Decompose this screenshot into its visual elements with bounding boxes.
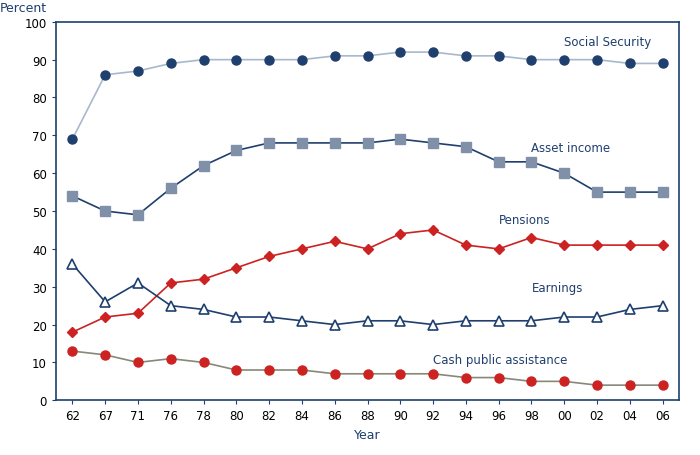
Text: Pensions: Pensions xyxy=(498,214,550,227)
Text: Earnings: Earnings xyxy=(531,282,583,295)
Text: Cash public assistance: Cash public assistance xyxy=(433,354,568,366)
Text: Asset income: Asset income xyxy=(531,142,610,155)
Text: Percent: Percent xyxy=(0,2,47,15)
X-axis label: Year: Year xyxy=(354,428,381,441)
Text: Social Security: Social Security xyxy=(564,36,652,49)
